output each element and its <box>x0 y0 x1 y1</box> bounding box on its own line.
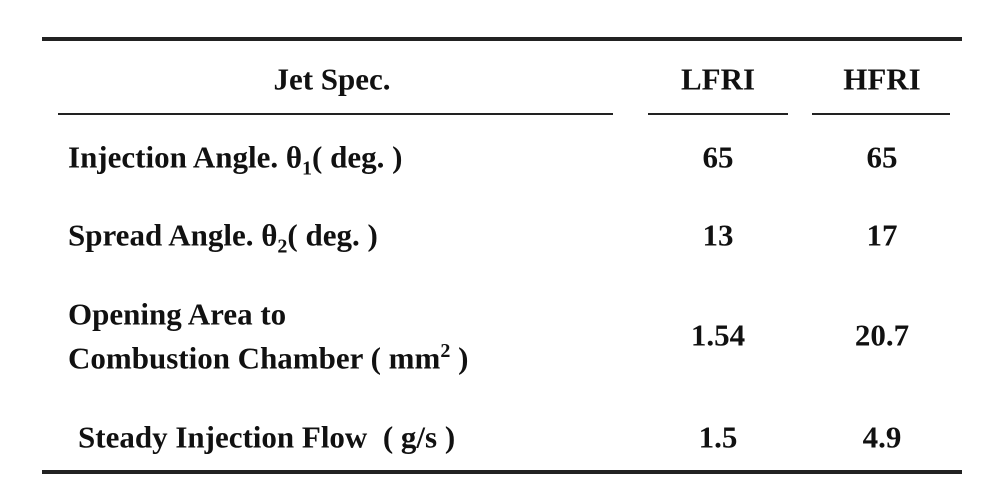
cell: 1.5 <box>698 419 738 455</box>
cell: 13 <box>702 217 734 253</box>
header-rule <box>58 113 613 115</box>
label-text: Spread Angle. θ <box>68 217 278 253</box>
subscript: 2 <box>277 235 288 258</box>
bottom-rule <box>42 470 962 474</box>
label-unit: ) <box>450 340 469 376</box>
cell: 17 <box>866 217 898 253</box>
label-unit: ( deg. ) <box>312 139 403 175</box>
subscript: 1 <box>302 157 313 180</box>
row-label: Injection Angle. θ1( deg. ) <box>68 139 403 179</box>
cell: 1.54 <box>690 317 746 353</box>
header-cell: LFRI <box>680 61 756 97</box>
row-label: Steady Injection Flow ( g/s ) <box>78 419 456 455</box>
row-label: Spread Angle. θ2( deg. ) <box>68 217 378 257</box>
row-label: Opening Area to <box>68 296 287 332</box>
row-label: Combustion Chamber ( mm2 ) <box>68 340 469 376</box>
label-text: Combustion Chamber ( mm <box>68 340 441 376</box>
superscript: 2 <box>440 340 451 363</box>
cell: 4.9 <box>862 419 902 455</box>
header-rule <box>648 113 788 115</box>
label-text: Injection Angle. θ <box>68 139 303 175</box>
cell: 65 <box>702 139 734 175</box>
cell: 65 <box>866 139 898 175</box>
top-rule <box>42 37 962 41</box>
header-cell: Jet Spec. <box>273 61 391 97</box>
cell: 20.7 <box>854 317 910 353</box>
header-rule <box>812 113 950 115</box>
label-unit: ( deg. ) <box>287 217 378 253</box>
header-cell: HFRI <box>843 61 921 97</box>
